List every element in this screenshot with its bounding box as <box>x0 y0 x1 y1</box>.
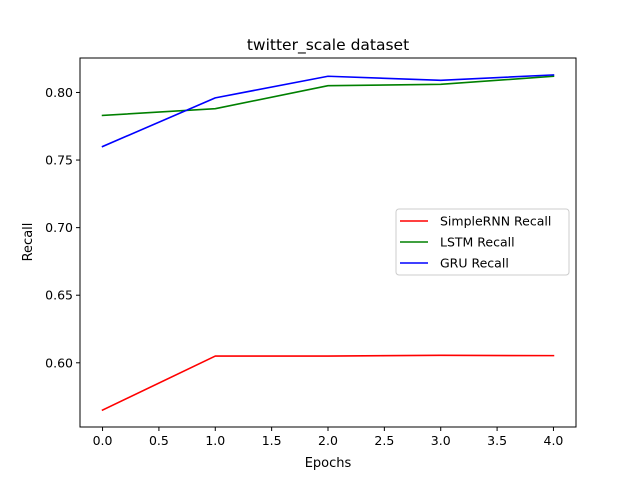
y-tick-label: 0.75 <box>45 153 73 168</box>
x-tick-label: 1.5 <box>262 433 282 448</box>
x-tick-label: 0.0 <box>93 433 113 448</box>
x-tick-label: 4.0 <box>544 433 564 448</box>
legend-box <box>395 208 570 276</box>
legend-label-0: SimpleRNN Recall <box>440 214 551 229</box>
x-tick-label: 0.5 <box>149 433 169 448</box>
series-line-2 <box>101 74 555 148</box>
y-tick-label: 0.60 <box>45 355 73 370</box>
y-tick-label: 0.70 <box>45 220 73 235</box>
chart-title: twitter_scale dataset <box>247 36 409 55</box>
x-axis-label: Epochs <box>305 456 352 471</box>
x-tick-label: 3.5 <box>487 433 507 448</box>
x-tick-label: 2.5 <box>374 433 394 448</box>
legend-label-2: GRU Recall <box>440 256 509 271</box>
legend-label-1: LSTM Recall <box>440 235 515 250</box>
y-axis-label: Recall <box>21 223 36 262</box>
legend: SimpleRNN Recall LSTM Recall GRU Recall <box>395 208 570 276</box>
x-tick-label: 3.0 <box>431 433 451 448</box>
x-tick-label: 2.0 <box>318 433 338 448</box>
series-line-0 <box>101 354 555 412</box>
y-tick-label: 0.80 <box>45 85 73 100</box>
y-tick-label: 0.65 <box>45 288 73 303</box>
series-line-1 <box>101 75 555 117</box>
plot-area: 0.0 0.5 1.0 1.5 2.0 2.5 3.0 3.5 4.0 0.60 0.65 0.70 0… <box>45 57 577 448</box>
x-tick-label: 1.0 <box>205 433 225 448</box>
